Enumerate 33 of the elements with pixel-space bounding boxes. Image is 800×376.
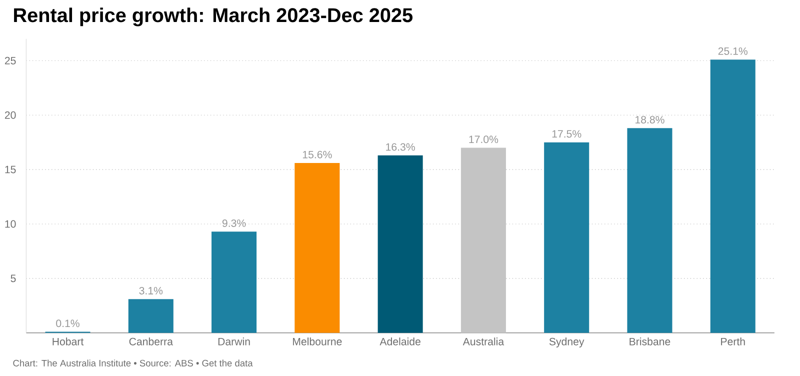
bar xyxy=(128,298,174,333)
data-label: 25.1% xyxy=(718,47,748,55)
x-tick-label: Hobart xyxy=(52,337,84,346)
y-tick-label: 5 xyxy=(10,274,16,282)
bar xyxy=(460,148,506,333)
bar xyxy=(544,142,590,333)
data-label: 0.1% xyxy=(56,319,80,327)
bar xyxy=(710,59,756,333)
bar xyxy=(212,231,257,333)
bar xyxy=(294,162,340,333)
x-tick-label: Melbourne xyxy=(293,337,342,346)
data-label: 17.5% xyxy=(552,130,582,138)
data-label: 16.3% xyxy=(386,143,415,150)
y-tick-label: 15 xyxy=(5,166,16,174)
bar xyxy=(378,155,423,333)
x-tick-label: Perth xyxy=(721,337,745,346)
x-tick-label: Adelaide xyxy=(380,337,420,346)
y-tick-label: 10 xyxy=(5,220,16,228)
data-label: 17.0% xyxy=(469,135,498,143)
y-tick-label: 20 xyxy=(4,111,16,119)
bar xyxy=(627,128,672,333)
chart-title: Rental price growth: March 2023-Dec 2025 xyxy=(14,7,413,26)
x-tick-label: Sydney xyxy=(549,337,584,348)
x-tick-label: Australia xyxy=(462,337,504,346)
x-tick-label: Canberra xyxy=(129,337,173,346)
data-label: 15.6% xyxy=(302,150,332,158)
x-tick-label: Darwin xyxy=(218,337,250,346)
data-label: 9.3% xyxy=(222,219,246,227)
text: Chart: The Australia Institute • Source: ABS • Get the data xyxy=(13,359,253,366)
data-label: 18.8% xyxy=(636,116,664,124)
data-label: 3.1% xyxy=(139,286,163,294)
x-tick-label: Brisbane xyxy=(630,337,670,346)
y-tick-label: 25 xyxy=(4,56,16,64)
